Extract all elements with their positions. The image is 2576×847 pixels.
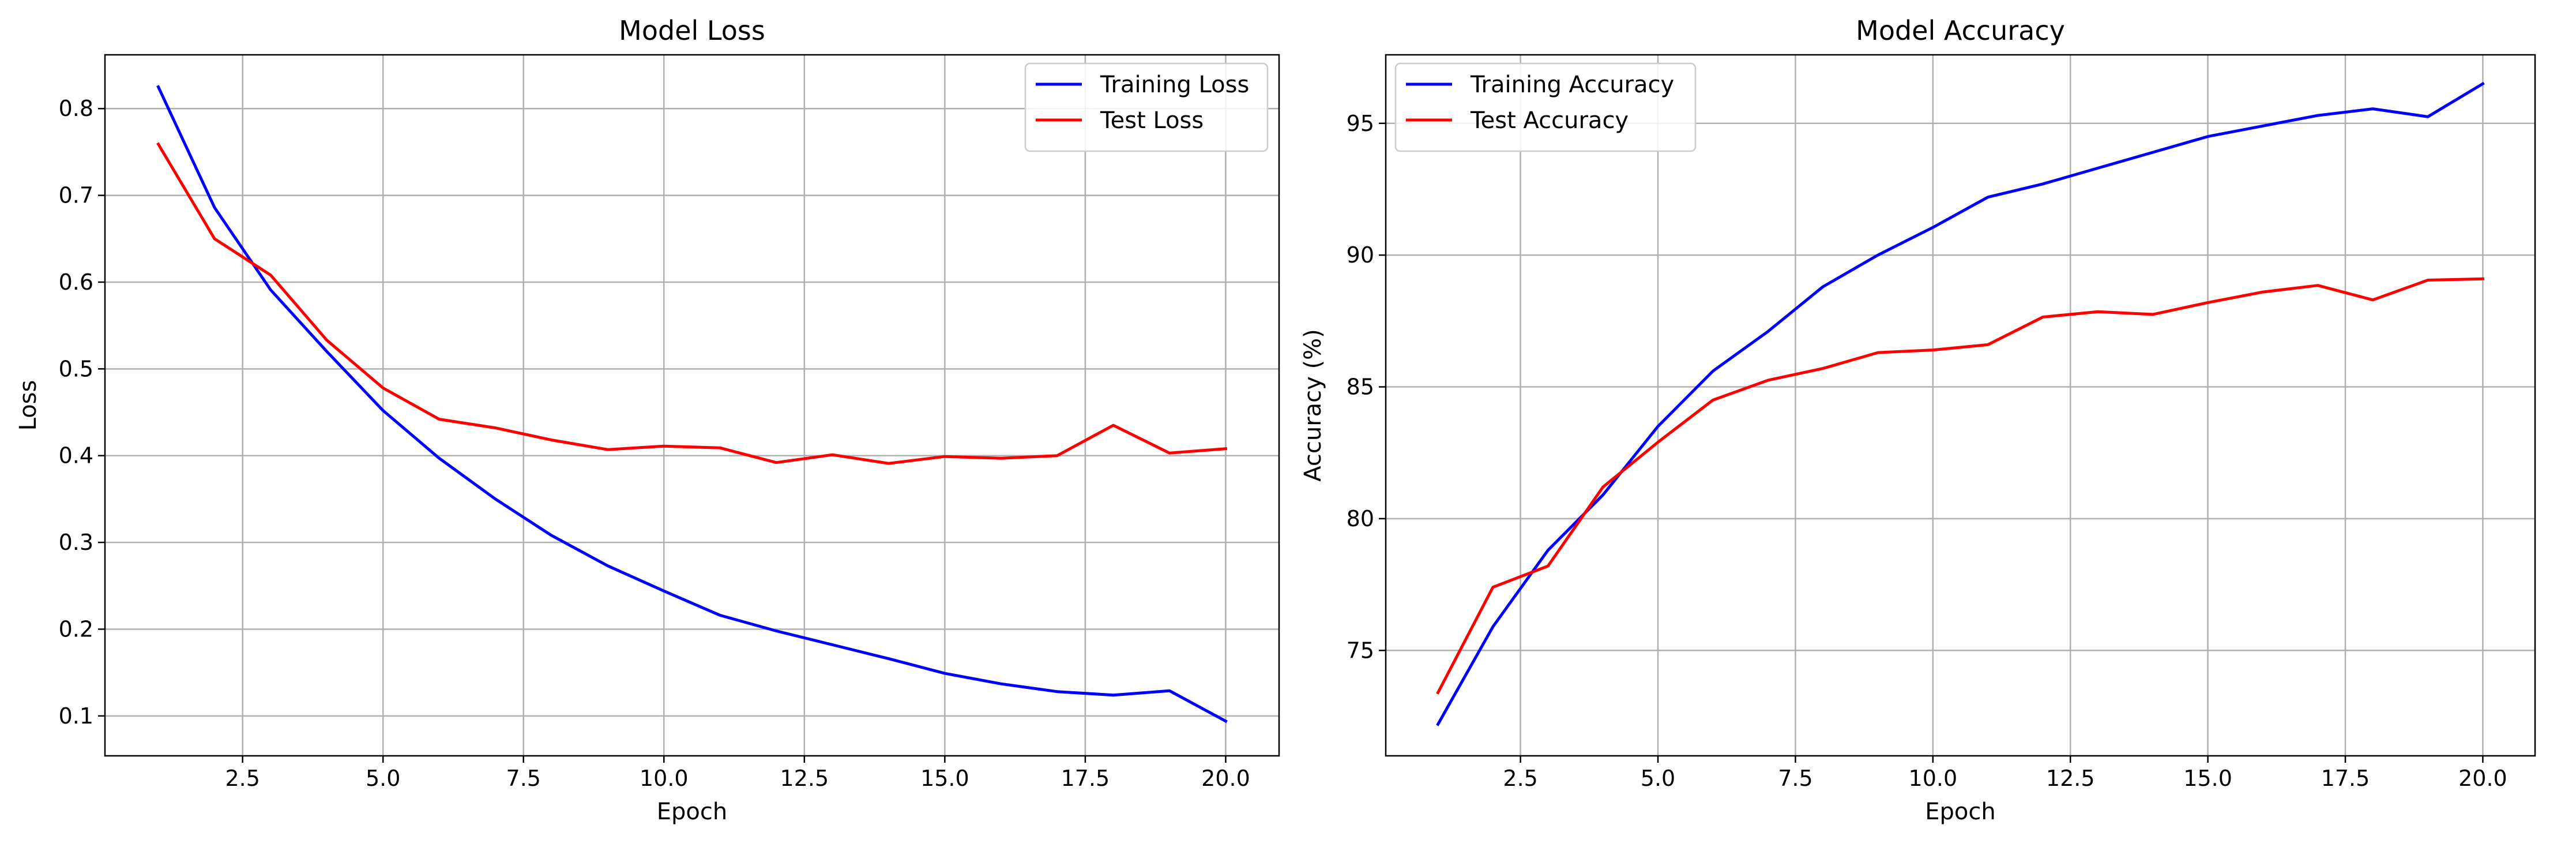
y-tick-label: 0.6 [59,269,93,295]
legend-label: Test Accuracy [1470,107,1629,134]
chart-panel-1: 2.5 5.0 7.5 10.0 12.5 15.0 17.5 20.0 0.1 0.2 0.3 0.… [15,15,1280,825]
x-tick-label: 7.5 [1778,766,1812,791]
legend-label: Test Loss [1100,107,1204,134]
y-tick-label: 0.2 [59,616,93,642]
y-tick-label: 0.7 [59,183,93,208]
x-tick-label: 12.5 [780,766,829,791]
legend: Training Accuracy Test Accuracy [1394,62,1697,152]
x-tick-label: 10.0 [1909,766,1958,791]
legend-label: Training Loss [1100,72,1249,98]
y-tick-label: 0.3 [59,530,93,555]
x-tick-label: 5.0 [1641,766,1675,791]
series-line-training [1436,81,2485,726]
x-tick-label: 15.0 [2183,766,2232,791]
x-tick-label: 2.5 [1503,766,1537,791]
x-axis-label: Epoch [1925,799,1995,825]
x-tick-label: 5.0 [366,766,400,791]
legend: Training Loss Test Loss [1024,62,1269,152]
y-axis-label: Loss [15,380,42,431]
y-tick-label: 75 [1347,638,1374,663]
x-tick-label: 15.0 [920,766,969,791]
y-tick-label: 90 [1347,242,1374,268]
legend-label: Training Accuracy [1470,72,1674,98]
y-axis-label: Accuracy (%) [1300,329,1326,482]
chart-title: Model Loss [619,15,765,46]
chart-panel-2: 2.5 5.0 7.5 10.0 12.5 15.0 17.5 20.0 75 80 85 90 95 M… [1300,15,2536,825]
axes-frame [104,54,1280,757]
legend-box [1394,62,1697,152]
axes-frame [1385,54,2536,757]
x-tick-label: 12.5 [2046,766,2095,791]
y-tick-label: 0.4 [59,443,93,469]
x-tick-label: 20.0 [1201,766,1250,791]
y-tick-label: 80 [1347,506,1374,531]
x-tick-label: 10.0 [640,766,689,791]
y-tick-label: 85 [1347,374,1374,400]
x-tick-label: 20.0 [2458,766,2507,791]
x-axis-label: Epoch [657,799,727,825]
chart-title: Model Accuracy [1856,15,2065,46]
legend-box [1024,62,1269,152]
y-tick-label: 95 [1347,111,1374,136]
series-line-training [156,85,1228,724]
y-tick-label: 0.5 [59,356,93,381]
x-tick-label: 17.5 [2321,766,2370,791]
x-tick-label: 2.5 [225,766,260,791]
x-tick-label: 7.5 [506,766,541,791]
x-tick-label: 17.5 [1061,766,1110,791]
y-tick-label: 0.8 [59,96,93,121]
y-tick-label: 0.1 [59,703,93,729]
series-line-test [156,142,1228,465]
series-line-test [1436,277,2484,695]
